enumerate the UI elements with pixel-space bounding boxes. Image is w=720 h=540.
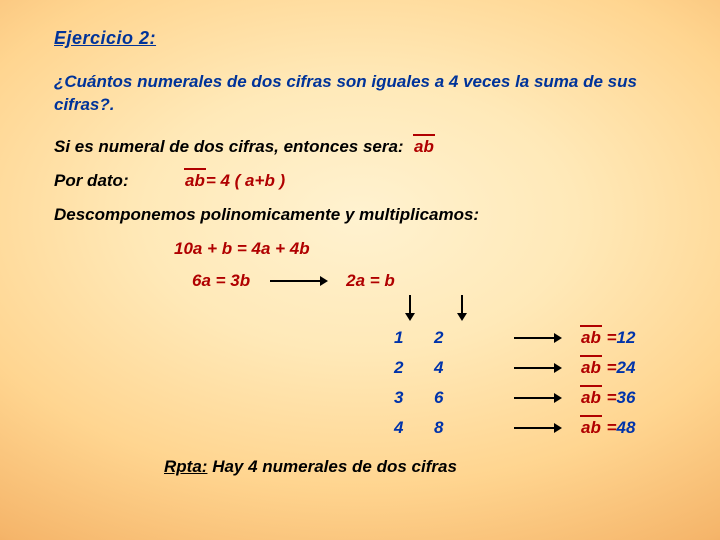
exercise-title: Ejercicio 2: bbox=[54, 28, 674, 49]
ab-notation: ab bbox=[580, 328, 602, 348]
cell-result: ab = 24 bbox=[580, 358, 670, 378]
answer-label: Rpta: bbox=[164, 457, 207, 476]
arrow-right-icon bbox=[512, 362, 562, 374]
ab-notation: ab bbox=[580, 358, 602, 378]
table-row: 4 8 ab = 48 bbox=[294, 413, 674, 443]
arrow-right-icon bbox=[512, 332, 562, 344]
cell-a: 4 bbox=[394, 418, 434, 438]
decompose-line: Descomponemos polinomicamente y multipli… bbox=[54, 205, 674, 225]
given-line: Por dato: ab = 4 ( a+b ) bbox=[54, 171, 674, 191]
ab-notation: ab bbox=[580, 388, 602, 408]
arrow-right-icon bbox=[512, 422, 562, 434]
solution-table: 1 2 ab = 12 2 4 ab = 24 bbox=[294, 295, 674, 443]
decompose-text: Descomponemos polinomicamente y multipli… bbox=[54, 205, 479, 225]
eq1-rhs: = 4 ( a+b ) bbox=[206, 171, 285, 191]
derivation-row: 6a = 3b 2a = b bbox=[192, 271, 674, 291]
cell-a: 3 bbox=[394, 388, 434, 408]
answer-text: Hay 4 numerales de dos cifras bbox=[212, 457, 457, 476]
premise-pre: Si es numeral de dos cifras, entonces se… bbox=[54, 137, 404, 157]
arrow-right-icon bbox=[512, 392, 562, 404]
cell-b: 6 bbox=[434, 388, 494, 408]
cell-b: 8 bbox=[434, 418, 494, 438]
result-value: 36 bbox=[617, 388, 636, 408]
premise-line: Si es numeral de dos cifras, entonces se… bbox=[54, 137, 674, 157]
cell-a: 2 bbox=[394, 358, 434, 378]
cell-result: ab = 36 bbox=[580, 388, 670, 408]
arrow-right-icon bbox=[268, 274, 328, 288]
table-row: 3 6 ab = 36 bbox=[294, 383, 674, 413]
cell-result: ab = 48 bbox=[580, 418, 670, 438]
eq3-rhs: 2a = b bbox=[346, 271, 395, 291]
eq1-lhs: ab bbox=[184, 171, 206, 191]
cell-b: 2 bbox=[434, 328, 494, 348]
result-value: 48 bbox=[617, 418, 636, 438]
ab-notation: ab bbox=[413, 137, 435, 157]
eq3-lhs: 6a = 3b bbox=[192, 271, 250, 291]
cell-result: ab = 12 bbox=[580, 328, 670, 348]
table-row: 1 2 ab = 12 bbox=[294, 323, 674, 353]
por-dato-label: Por dato: bbox=[54, 171, 184, 191]
result-value: 12 bbox=[617, 328, 636, 348]
cell-a: 1 bbox=[394, 328, 434, 348]
cell-b: 4 bbox=[434, 358, 494, 378]
arrow-down-icon bbox=[404, 295, 416, 326]
answer-line: Rpta: Hay 4 numerales de dos cifras bbox=[164, 457, 674, 477]
arrow-down-icon bbox=[456, 295, 468, 326]
question-text: ¿Cuántos numerales de dos cifras son igu… bbox=[54, 71, 674, 117]
ab-notation: ab bbox=[580, 418, 602, 438]
eq2: 10a + b = 4a + 4b bbox=[174, 239, 674, 259]
result-value: 24 bbox=[617, 358, 636, 378]
table-row: 2 4 ab = 24 bbox=[294, 353, 674, 383]
